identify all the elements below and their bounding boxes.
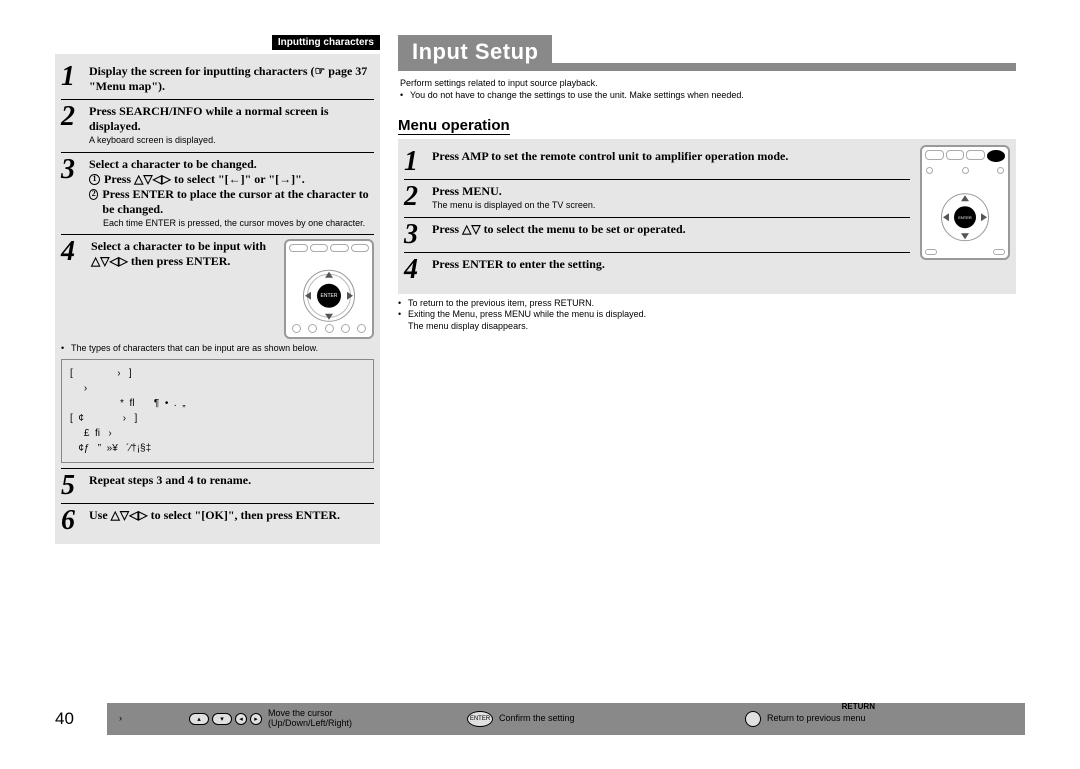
amp-button-icon <box>987 150 1006 162</box>
footer-return-label: RETURN <box>842 702 875 711</box>
left-step-2: 2 Press SEARCH/INFO while a normal scree… <box>61 100 374 153</box>
footer-confirm: Confirm the setting <box>499 714 575 724</box>
right-step4-text: Press ENTER to enter the setting. <box>432 257 910 272</box>
right-step1-text: Press AMP to set the remote control unit… <box>432 149 910 164</box>
right-step3-text: Press △▽ to select the menu to be set or… <box>432 222 910 237</box>
right-step-3: 3 Press △▽ to select the menu to be set … <box>404 218 910 253</box>
page-number: 40 <box>55 709 101 729</box>
left-step-3: 3 Select a character to be changed. 1Pre… <box>61 153 374 236</box>
right-step-4: 4 Press ENTER to enter the setting. <box>404 253 910 287</box>
left-step3-note: Each time ENTER is pressed, the cursor m… <box>89 218 374 230</box>
left-step6-text: Use △▽◁▷ to select "[OK]", then press EN… <box>89 508 374 523</box>
left-step-5: 5 Repeat steps 3 and 4 to rename. <box>61 469 374 504</box>
left-step2-sub: A keyboard screen is displayed. <box>89 135 374 147</box>
left-step5-text: Repeat steps 3 and 4 to rename. <box>89 473 374 488</box>
down-button-icon: ▾ <box>212 713 232 725</box>
intro-line1: Perform settings related to input source… <box>400 77 1014 89</box>
up-button-icon: ▴ <box>189 713 209 725</box>
right-button-icon: ▸ <box>250 713 262 725</box>
right-intro: Perform settings related to input source… <box>398 77 1016 101</box>
subheading-menu-op: Menu operation <box>398 117 510 135</box>
left-step-6: 6 Use △▽◁▷ to select "[OK]", then press … <box>61 504 374 538</box>
right-step2-main: Press MENU. <box>432 184 910 199</box>
footer: 40 › ▴ ▾ ◂ ▸ Move the cursor (Up/Down/Le… <box>55 703 1025 735</box>
right-header: Input Setup <box>398 35 1016 71</box>
left-step1-text: Display the screen for inputting charact… <box>89 64 374 94</box>
char-table: [ › ] › * ﬂ ¶ • . „ [ ¢ › ] £ ﬁ › ¢ƒ ” »… <box>61 359 374 463</box>
right-step-1: 1 Press AMP to set the remote control un… <box>404 145 910 180</box>
left-greybox: 1 Display the screen for inputting chara… <box>55 54 380 544</box>
footer-return: Return to previous menu <box>767 714 866 724</box>
left-step-1: 1 Display the screen for inputting chara… <box>61 60 374 100</box>
left-header: Inputting characters <box>55 35 380 50</box>
remote-illustration-left: ENTER <box>284 239 374 339</box>
left-column: Inputting characters 1 Display the scree… <box>55 35 380 544</box>
right-greybox: 1 Press AMP to set the remote control un… <box>398 139 1016 293</box>
left-step-4: 4 Select a character to be input with △▽… <box>61 235 374 469</box>
right-notes: •To return to the previous item, press R… <box>398 298 1016 333</box>
right-step2-sub: The menu is displayed on the TV screen. <box>432 200 910 212</box>
return-button-icon <box>745 711 761 727</box>
footer-bullet: › <box>119 714 122 724</box>
right-title: Input Setup <box>398 35 552 71</box>
left-step4-sub: The types of characters that can be inpu… <box>71 343 318 355</box>
left-step3-main: Select a character to be changed. <box>89 157 374 172</box>
intro-line2: You do not have to change the settings t… <box>410 89 744 101</box>
return-corner-icon <box>993 249 1005 255</box>
left-step2-main: Press SEARCH/INFO while a normal screen … <box>89 104 374 134</box>
left-button-icon: ◂ <box>235 713 247 725</box>
footer-move2: (Up/Down/Left/Right) <box>268 719 352 729</box>
left-step3-sub2: Press ENTER to place the cursor at the c… <box>102 187 374 217</box>
menu-corner-icon <box>925 249 937 255</box>
right-column: Input Setup Perform settings related to … <box>398 35 1016 544</box>
left-step4-main: Select a character to be input with △▽◁▷… <box>91 239 278 269</box>
left-header-tab: Inputting characters <box>272 35 380 50</box>
right-step-2: 2 Press MENU. The menu is displayed on t… <box>404 180 910 218</box>
enter-button-icon: ENTER <box>467 711 493 727</box>
left-step3-sub1: Press △▽◁▷ to select "[←]" or "[→]". <box>104 172 305 187</box>
remote-illustration-right: ENTER <box>920 145 1010 260</box>
